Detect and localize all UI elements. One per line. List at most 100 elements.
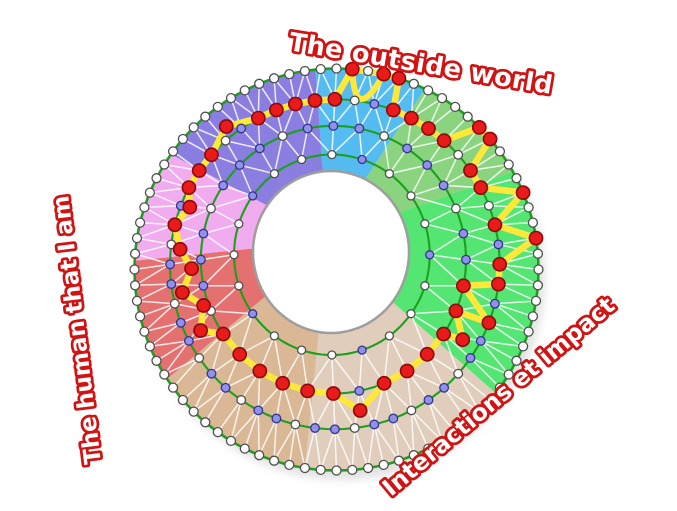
node-white	[206, 203, 216, 214]
node-purple	[354, 385, 365, 396]
node-red	[492, 256, 508, 272]
node-white	[453, 368, 464, 379]
node-white	[131, 232, 143, 244]
node-purple	[422, 160, 433, 171]
node-purple	[461, 254, 471, 265]
node-red	[275, 375, 291, 391]
node-white	[296, 154, 307, 165]
node-white	[533, 264, 544, 275]
node-red	[419, 346, 435, 362]
node-white	[527, 311, 539, 322]
node-white	[423, 443, 434, 454]
node-white	[532, 248, 544, 259]
node-white	[331, 465, 342, 476]
node-white	[229, 250, 239, 260]
node-white	[378, 459, 389, 471]
node-red	[182, 199, 198, 215]
node-white	[420, 219, 430, 229]
node-red	[287, 96, 303, 112]
node-purple	[354, 123, 365, 134]
node-red	[448, 303, 464, 319]
node-white	[349, 95, 360, 106]
node-red	[490, 276, 506, 292]
node-white	[347, 464, 358, 476]
node-red	[481, 315, 497, 331]
node-white	[453, 149, 464, 160]
node-red	[181, 180, 197, 195]
node-white	[474, 406, 485, 417]
node-purple	[329, 424, 340, 435]
node-white	[234, 219, 244, 229]
node-white	[527, 217, 539, 228]
node-white	[420, 281, 430, 291]
node-white	[450, 426, 461, 438]
node-purple	[369, 99, 380, 109]
node-white	[284, 459, 295, 471]
node-white	[532, 280, 544, 291]
node-red	[515, 185, 531, 200]
node-white	[129, 248, 141, 259]
node-red	[385, 102, 401, 118]
node-purple	[234, 160, 245, 171]
node-purple	[475, 335, 486, 346]
node-white	[511, 355, 522, 366]
node-purple	[218, 180, 229, 191]
node-white	[200, 417, 211, 428]
node-white	[503, 369, 514, 380]
node-purple	[198, 280, 209, 291]
node-red	[193, 323, 208, 338]
node-white	[523, 202, 534, 213]
node-red	[463, 163, 478, 178]
node-white	[406, 309, 416, 319]
node-white	[315, 63, 326, 75]
node-white	[169, 298, 180, 309]
node-purple	[248, 191, 258, 201]
node-white	[315, 464, 326, 476]
nodes-third	[195, 120, 471, 401]
node-purple	[248, 309, 258, 319]
node-white	[362, 65, 374, 77]
label-human-that-i-am: The human that I am	[48, 194, 107, 465]
node-white	[423, 85, 434, 96]
node-red	[250, 110, 266, 126]
node-purple	[465, 353, 476, 363]
node-white	[436, 92, 448, 104]
node-purple	[369, 419, 380, 430]
node-red	[436, 326, 451, 342]
node-white	[462, 111, 473, 122]
node-white	[220, 135, 231, 146]
node-purple	[423, 395, 434, 405]
node-red	[471, 120, 487, 135]
node-red	[300, 383, 315, 399]
node-red	[215, 326, 231, 342]
node-purple	[328, 120, 339, 131]
route-dip-arc	[349, 66, 387, 103]
node-purple	[489, 298, 500, 309]
node-white	[406, 191, 416, 201]
node-red	[191, 163, 207, 178]
node-white	[331, 63, 342, 74]
node-purple	[438, 180, 449, 191]
node-purple	[183, 335, 194, 346]
node-purple	[271, 413, 282, 424]
node-white	[151, 173, 162, 184]
node-white	[384, 169, 395, 179]
node-white	[129, 264, 140, 275]
node-white	[436, 435, 448, 447]
node-white	[177, 133, 189, 145]
node-white	[523, 326, 534, 337]
node-red	[487, 217, 503, 233]
node-white	[296, 345, 307, 355]
node-white	[129, 280, 141, 291]
node-white	[384, 331, 395, 341]
node-white	[517, 341, 529, 352]
node-white	[284, 68, 295, 80]
node-purple	[425, 250, 435, 260]
node-white	[139, 326, 150, 337]
node-white	[299, 462, 311, 474]
node-white	[225, 435, 237, 447]
node-red	[184, 261, 199, 276]
node-white	[159, 369, 170, 380]
node-white	[484, 394, 496, 406]
node-red	[391, 70, 407, 86]
